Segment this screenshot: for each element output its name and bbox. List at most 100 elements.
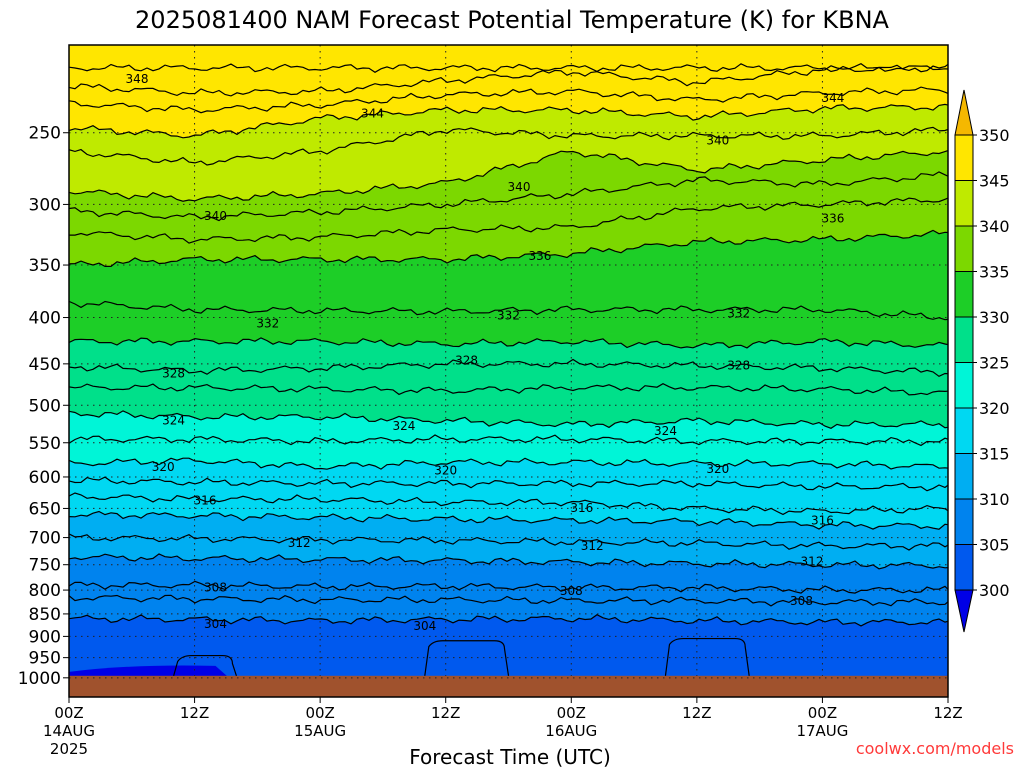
colorbar-band-345 <box>954 134 974 181</box>
y-tick-label-750: 750 <box>29 556 61 576</box>
isentrope-328 <box>69 358 948 377</box>
contour-label-348: 348 <box>126 72 149 86</box>
y-tick-label-950: 950 <box>29 649 61 669</box>
x-tick-date-label: 17AUG <box>796 722 848 740</box>
isentrope-322 <box>69 434 948 447</box>
x-axis-label: Forecast Time (UTC) <box>409 745 611 768</box>
contour-label-308: 308 <box>560 584 583 598</box>
isentrope-350 <box>69 63 948 74</box>
y-tick-label-1000: 1000 <box>18 669 61 689</box>
isentrope-320 <box>69 457 948 470</box>
isentrope-326 <box>69 383 948 396</box>
colorbar-band-315 <box>954 407 974 454</box>
isentrope-334 <box>69 229 948 267</box>
isentrope-304 <box>69 613 948 627</box>
x-tick-label: 00Z <box>808 704 837 722</box>
colorbar-band-330 <box>954 271 974 318</box>
isentrope-332 <box>69 300 948 321</box>
contour-label-332: 332 <box>727 307 750 321</box>
colorbar-band-310 <box>954 453 974 500</box>
contour-label-308: 308 <box>790 594 813 608</box>
colorbar-label-320: 320 <box>979 399 1010 418</box>
contour-label-344: 344 <box>821 91 844 105</box>
x-tick-year-label: 2025 <box>50 740 88 758</box>
colorbar-label-340: 340 <box>979 217 1010 236</box>
contour-label-332: 332 <box>256 316 279 330</box>
contour-label-340: 340 <box>204 209 227 223</box>
ground-surface <box>69 675 948 697</box>
contour-label-336: 336 <box>528 249 551 263</box>
contour-label-320: 320 <box>706 462 729 476</box>
surface-isentrope-302-2 <box>664 637 750 676</box>
isentrope-316 <box>69 492 948 516</box>
contour-label-340: 340 <box>508 180 531 194</box>
colorbar-label-310: 310 <box>979 490 1010 509</box>
colorbar-band-340 <box>954 180 974 227</box>
x-tick-label: 12Z <box>431 704 460 722</box>
credit-text: coolwx.com/models <box>856 739 1014 758</box>
isentrope-318 <box>69 476 948 492</box>
isentrope-340 <box>69 150 948 202</box>
colorbar-label-330: 330 <box>979 308 1010 327</box>
contour-label-344: 344 <box>361 106 384 120</box>
colorbar-band-305 <box>954 498 974 545</box>
colorbar-above-arrow <box>954 89 974 136</box>
contour-label-320: 320 <box>434 463 457 477</box>
colorbar-below-arrow <box>954 589 974 633</box>
colorbar: 350 345 340 335 330 325 320 315 310 305 300 <box>954 89 1010 633</box>
colorbar-band-320 <box>954 362 974 409</box>
contour-label-328: 328 <box>727 359 750 373</box>
contour-label-316: 316 <box>570 501 593 515</box>
plot-frame <box>68 44 949 698</box>
y-tick-label-450: 450 <box>29 355 61 375</box>
contour-label-308: 308 <box>204 581 227 595</box>
colorbar-label-325: 325 <box>979 354 1010 373</box>
colorbar-label-305: 305 <box>979 536 1010 555</box>
colorbar-label-300: 300 <box>979 581 1010 600</box>
y-tick-label-600: 600 <box>29 468 61 488</box>
contour-label-320: 320 <box>152 460 175 474</box>
chart-title: 2025081400 NAM Forecast Potential Temper… <box>135 6 890 34</box>
y-tick-label-800: 800 <box>29 581 61 601</box>
contour-label-304: 304 <box>204 617 227 631</box>
contour-label-316: 316 <box>194 494 217 508</box>
contour-label-324: 324 <box>162 414 185 428</box>
contour-label-328: 328 <box>162 366 185 380</box>
grid-lines <box>69 45 948 679</box>
plot-area: 348 344 344 340 340 340 336 336 332 332 332 328 328 3… <box>68 44 949 698</box>
isentrope-346 <box>69 86 948 114</box>
isentrope-344 <box>69 103 948 139</box>
x-tick-date-label: 15AUG <box>294 722 346 740</box>
colorbar-band-300 <box>954 544 974 591</box>
y-tick-label-400: 400 <box>29 309 61 329</box>
pressure-axis: 2503003504004505005506006507007508008509… <box>18 124 69 689</box>
isentrope-338 <box>69 171 948 222</box>
x-tick-label: 12Z <box>933 704 962 722</box>
colorbar-label-335: 335 <box>979 263 1010 282</box>
colorbar-band-325 <box>954 316 974 363</box>
isentrope-308 <box>69 580 948 594</box>
contour-label-336: 336 <box>821 212 844 226</box>
contour-label-316: 316 <box>811 513 834 527</box>
y-tick-label-700: 700 <box>29 529 61 549</box>
colorbar-band-335 <box>954 225 974 272</box>
x-tick-date-label: 14AUG <box>43 722 95 740</box>
y-tick-label-900: 900 <box>29 627 61 647</box>
isentrope-312 <box>69 533 948 551</box>
colorbar-label-350: 350 <box>979 126 1010 145</box>
y-tick-label-650: 650 <box>29 499 61 519</box>
isentrope-306 <box>69 594 948 607</box>
x-tick-date-label: 16AUG <box>545 722 597 740</box>
y-tick-label-350: 350 <box>29 256 61 276</box>
isentrope-314 <box>69 510 948 530</box>
theta-color-fill <box>69 45 948 697</box>
contour-label-328: 328 <box>455 353 478 367</box>
x-tick-label: 00Z <box>305 704 334 722</box>
colorbar-label-315: 315 <box>979 445 1010 464</box>
y-tick-label-550: 550 <box>29 434 61 454</box>
isentrope-342 <box>69 126 948 166</box>
contour-label-312: 312 <box>801 555 824 569</box>
colorbar-label-345: 345 <box>979 172 1010 191</box>
